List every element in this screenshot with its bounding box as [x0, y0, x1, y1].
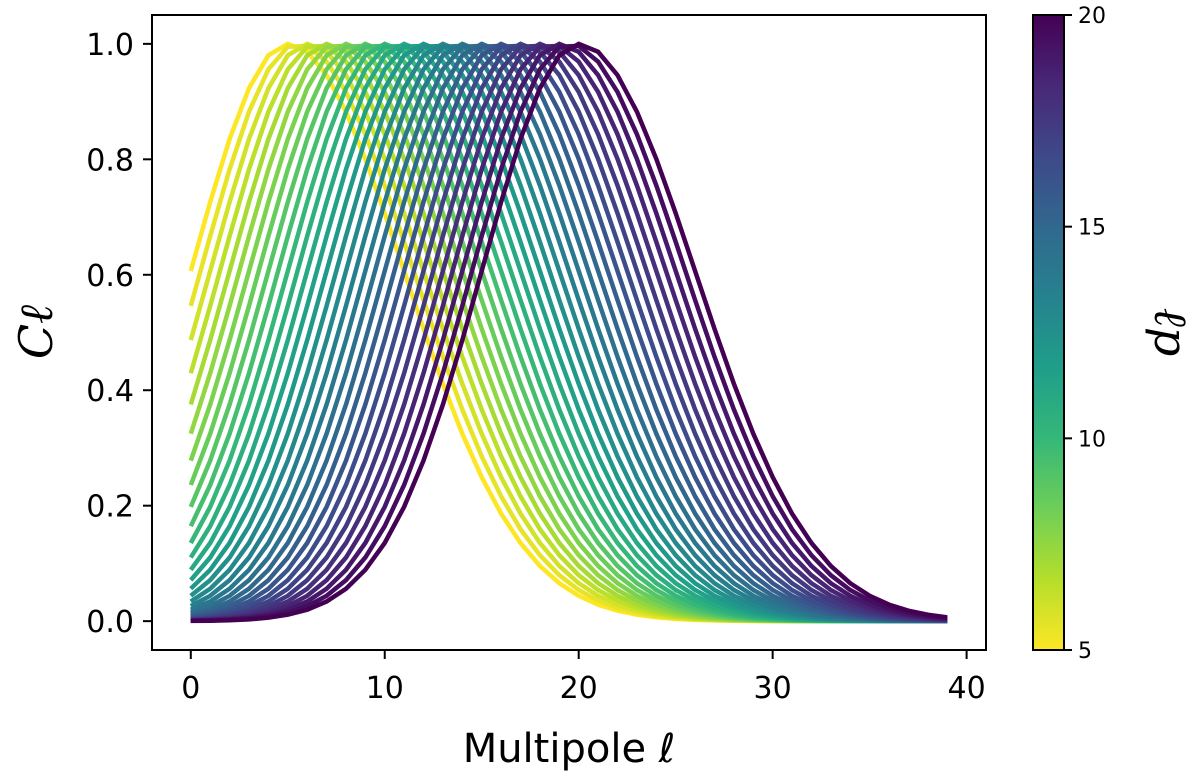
x-tick-label: 30 — [754, 671, 792, 706]
series-line-lp-18 — [190, 41, 948, 623]
y-axis-label: Cℓ — [9, 304, 63, 359]
y-tick-label: 1.0 — [86, 28, 134, 63]
series-line-lp-16.5 — [190, 43, 948, 623]
x-tick-label: 20 — [560, 671, 598, 706]
colorbar-tick-label: 10 — [1078, 427, 1106, 452]
series-line-lp-20 — [190, 41, 948, 624]
colorbar-tick-label: 20 — [1078, 4, 1106, 29]
x-tick-label: 10 — [366, 671, 404, 706]
curves-group — [188, 41, 948, 624]
plot-frame — [151, 14, 987, 651]
colorbar-ticks: 5 10 15 20 — [1064, 4, 1106, 664]
series-line-lp-15.5 — [190, 43, 948, 624]
colorbar-tick-label: 5 — [1078, 639, 1092, 664]
x-tick-label: 40 — [948, 671, 986, 706]
y-tick-label: 0.2 — [86, 490, 134, 525]
y-axis-ticks: 0.0 0.2 0.4 0.6 0.8 1.0 — [86, 28, 152, 640]
series-line-lp-17.5 — [190, 43, 948, 623]
x-tick-label: 0 — [181, 671, 200, 706]
x-axis-ticks: 0 10 20 30 40 — [181, 650, 986, 706]
colorbar-label: ℓp — [1144, 308, 1198, 357]
colorbar-tick-label: 15 — [1078, 216, 1106, 241]
y-tick-label: 0.0 — [86, 605, 134, 640]
y-tick-label: 0.6 — [86, 259, 134, 294]
series-line-lp-18.5 — [190, 43, 948, 623]
colorbar — [1032, 14, 1065, 651]
series-line-lp-19.5 — [190, 43, 948, 624]
series-line-lp-17 — [190, 41, 948, 623]
x-axis-label: Multipole ℓ — [463, 726, 676, 772]
series-line-lp-16 — [190, 41, 948, 624]
y-tick-label: 0.8 — [86, 143, 134, 178]
y-tick-label: 0.4 — [86, 374, 134, 409]
